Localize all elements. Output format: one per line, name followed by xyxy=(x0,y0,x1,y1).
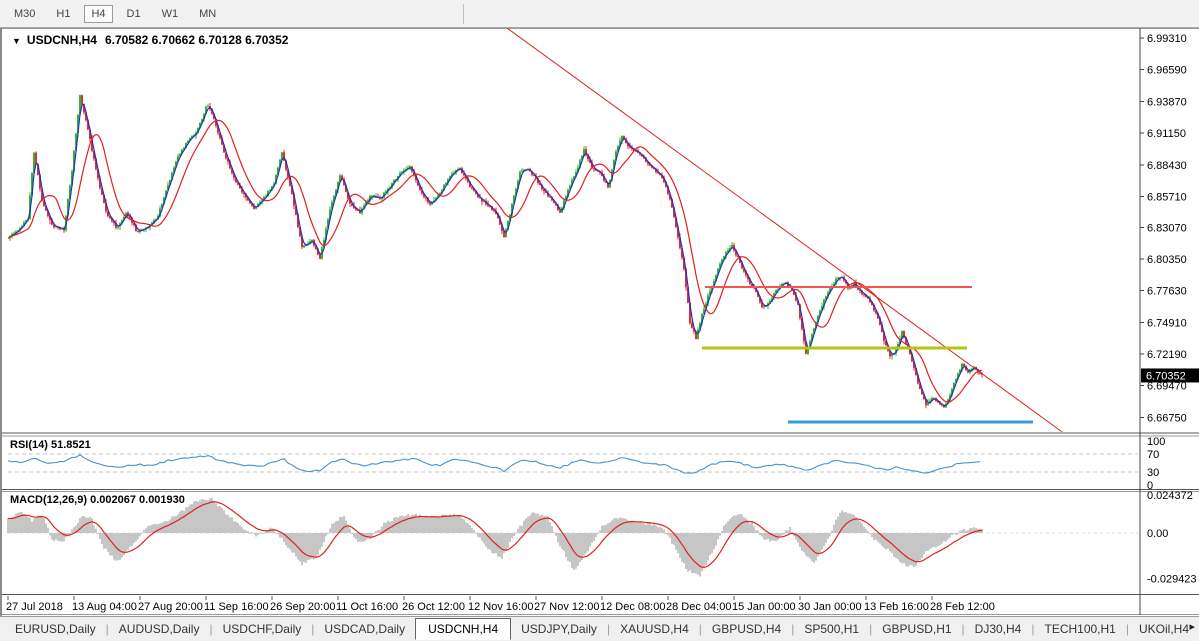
svg-text:6.74910: 6.74910 xyxy=(1147,317,1187,329)
rsi-indicator-label: RSI(14) 51.8521 xyxy=(10,439,91,451)
symbol-tab-ukoil-h4[interactable]: UKOil,H4 xyxy=(1138,622,1189,636)
svg-text:11 Oct 16:00: 11 Oct 16:00 xyxy=(336,601,398,613)
svg-text:0.00: 0.00 xyxy=(1147,528,1168,540)
timeframe-tabs: M30 H1 H4 D1 W1 MN xyxy=(0,4,223,23)
tab-separator: | xyxy=(961,622,965,636)
svg-text:26 Sep 20:00: 26 Sep 20:00 xyxy=(270,601,335,613)
svg-text:27 Aug 20:00: 27 Aug 20:00 xyxy=(138,601,203,613)
symbol-tab-gbpusd-h4[interactable]: GBPUSD,H4 xyxy=(711,622,782,636)
svg-text:-0.029423: -0.029423 xyxy=(1147,574,1197,586)
chevron-down-icon[interactable]: ▼ xyxy=(12,36,21,46)
period-tab-mn[interactable]: MN xyxy=(199,7,217,20)
svg-text:28 Dec 04:00: 28 Dec 04:00 xyxy=(666,601,731,613)
symbol-tab-tech100-h1[interactable]: TECH100,H1 xyxy=(1044,622,1116,636)
svg-text:12 Dec 08:00: 12 Dec 08:00 xyxy=(600,601,665,613)
tab-separator: | xyxy=(791,622,795,636)
symbol-tab-eurusd-daily[interactable]: EURUSD,Daily xyxy=(14,622,96,636)
tab-separator: | xyxy=(1031,622,1035,636)
symbol-tab-bar: EURUSD,Daily | AUDUSD,Daily | USDCHF,Daily | U… xyxy=(0,616,1199,641)
svg-text:12 Nov 16:00: 12 Nov 16:00 xyxy=(468,601,533,613)
symbol-tab-dj30-h4[interactable]: DJ30,H4 xyxy=(974,622,1022,636)
svg-text:26 Oct 12:00: 26 Oct 12:00 xyxy=(402,601,465,613)
svg-text:70: 70 xyxy=(1147,449,1159,461)
svg-text:6.88430: 6.88430 xyxy=(1147,160,1187,172)
chart-ohlc-values: 6.70582 6.70662 6.70128 6.70352 xyxy=(104,33,289,47)
tab-scroll-right-icon[interactable]: ▸ xyxy=(1189,621,1195,633)
svg-text:11 Sep 16:00: 11 Sep 16:00 xyxy=(204,601,269,613)
svg-text:28 Feb 12:00: 28 Feb 12:00 xyxy=(930,601,995,613)
svg-text:6.72190: 6.72190 xyxy=(1147,349,1187,361)
period-tab-h4[interactable]: H4 xyxy=(84,4,113,23)
chart-title[interactable]: ▼ USDCNH,H4 6.70582 6.70662 6.70128 6.7035… xyxy=(12,33,288,47)
symbol-tab-sp500-h1[interactable]: SP500,H1 xyxy=(804,622,860,636)
tab-separator: | xyxy=(1125,622,1129,636)
period-tab-m30[interactable]: M30 xyxy=(14,7,36,20)
svg-text:100: 100 xyxy=(1147,436,1165,448)
svg-text:6.80350: 6.80350 xyxy=(1147,254,1187,266)
macd-indicator-label: MACD(12,26,9) 0.002067 0.001930 xyxy=(10,494,185,506)
svg-text:6.69470: 6.69470 xyxy=(1147,381,1187,393)
svg-text:30 Jan 00:00: 30 Jan 00:00 xyxy=(798,601,862,613)
price-chart-canvas[interactable]: 6.99310 6.96590 6.93870 6.91150 6.88430 6.857… xyxy=(2,28,1199,616)
symbol-tab-usdcnh-h4[interactable]: USDCNH,H4 xyxy=(415,618,512,640)
tab-separator: | xyxy=(698,622,702,636)
svg-text:27 Jul 2018: 27 Jul 2018 xyxy=(6,601,63,613)
svg-text:15 Jan 00:00: 15 Jan 00:00 xyxy=(732,601,796,613)
svg-text:27 Nov 12:00: 27 Nov 12:00 xyxy=(534,601,599,613)
svg-text:0: 0 xyxy=(1147,480,1153,492)
svg-text:6.77630: 6.77630 xyxy=(1147,286,1187,298)
svg-text:0.024372: 0.024372 xyxy=(1147,490,1193,502)
chart-window: ▼ USDCNH,H4 6.70582 6.70662 6.70128 6.7035… xyxy=(0,28,1199,616)
symbol-tab-gbpusd-h1[interactable]: GBPUSD,H1 xyxy=(882,622,952,636)
tab-separator: | xyxy=(209,622,213,636)
period-tab-h1[interactable]: H1 xyxy=(56,7,71,20)
symbol-tab-usdcad-daily[interactable]: USDCAD,Daily xyxy=(324,622,406,636)
svg-text:6.83070: 6.83070 xyxy=(1147,222,1187,234)
svg-text:6.85710: 6.85710 xyxy=(1147,192,1187,204)
svg-text:13 Feb 16:00: 13 Feb 16:00 xyxy=(864,601,929,613)
period-tab-d1[interactable]: D1 xyxy=(126,7,141,20)
svg-text:6.99310: 6.99310 xyxy=(1147,33,1187,45)
svg-text:6.91150: 6.91150 xyxy=(1147,128,1186,140)
svg-text:6.66750: 6.66750 xyxy=(1147,412,1187,424)
svg-text:13 Aug 04:00: 13 Aug 04:00 xyxy=(72,601,137,613)
symbol-tab-usdjpy-daily[interactable]: USDJPY,Daily xyxy=(521,622,597,636)
svg-text:6.70352: 6.70352 xyxy=(1146,370,1186,382)
tab-separator: | xyxy=(105,622,109,636)
symbol-tab-usdchf-daily[interactable]: USDCHF,Daily xyxy=(222,622,302,636)
tab-separator: | xyxy=(311,622,315,636)
tab-separator: | xyxy=(606,622,611,636)
symbol-tab-xauusd-h4[interactable]: XAUUSD,H4 xyxy=(620,622,689,636)
svg-text:30: 30 xyxy=(1147,467,1159,479)
symbol-tab-audusd-daily[interactable]: AUDUSD,Daily xyxy=(118,622,200,636)
svg-text:6.96590: 6.96590 xyxy=(1147,65,1187,77)
timeframe-toolbar: M30 H1 H4 D1 W1 MN xyxy=(0,0,1199,28)
chart-symbol-period: USDCNH,H4 xyxy=(26,33,97,47)
period-tab-w1[interactable]: W1 xyxy=(161,7,179,20)
tab-separator: | xyxy=(869,622,873,636)
svg-text:6.93870: 6.93870 xyxy=(1147,96,1187,108)
toolbar-divider xyxy=(463,3,465,24)
